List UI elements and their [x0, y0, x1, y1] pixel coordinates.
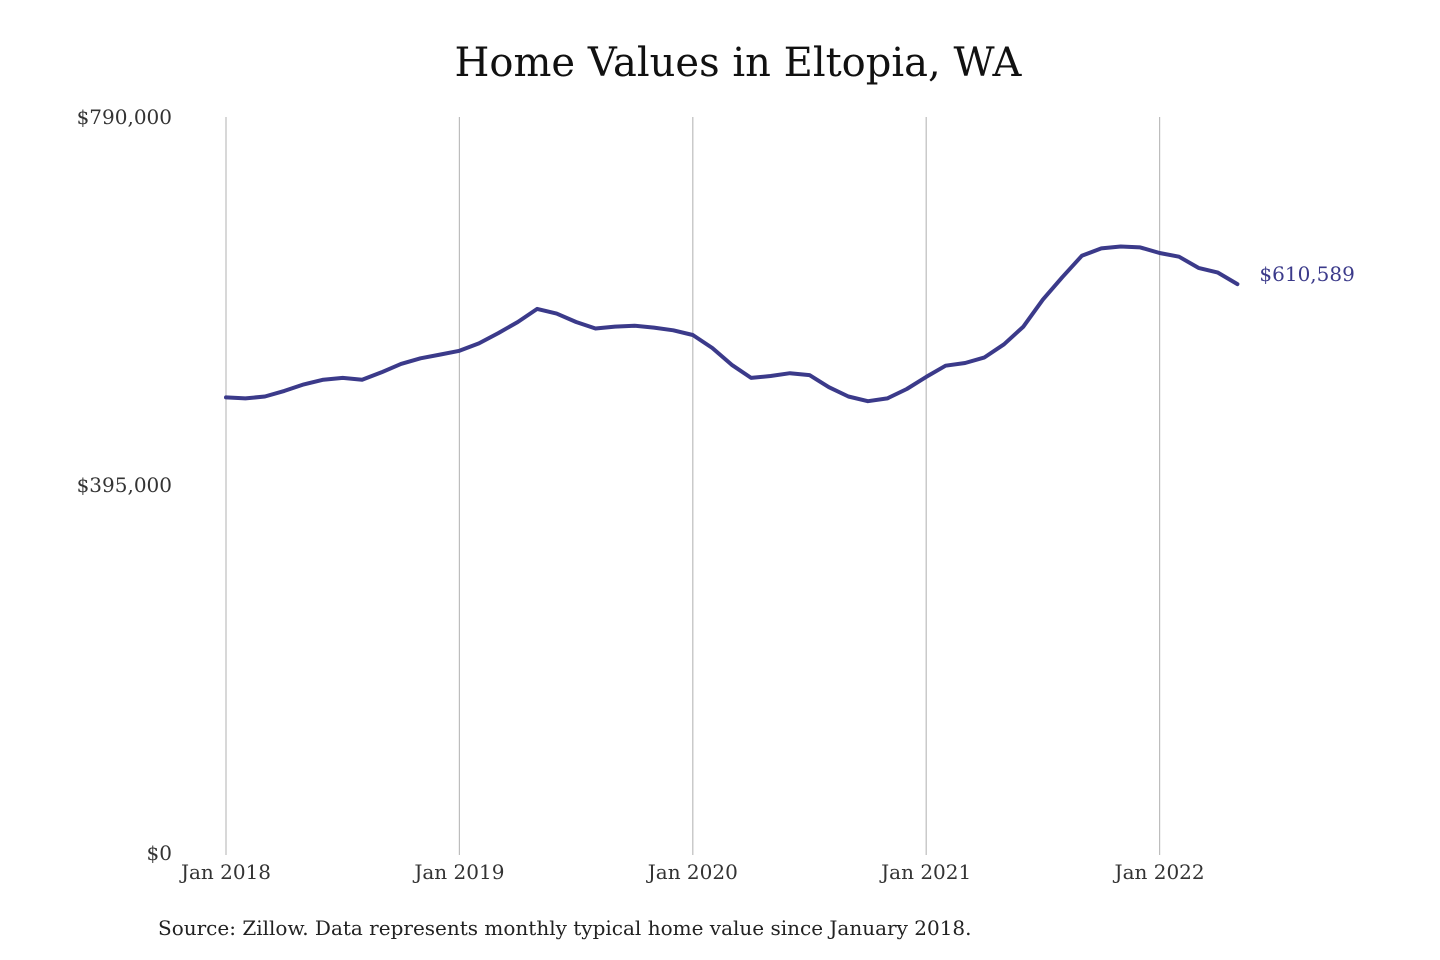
x-tick-label: Jan 2022 [1113, 860, 1205, 884]
end-value-label: $610,589 [1259, 262, 1354, 286]
series-line [224, 244, 1240, 404]
vertical-gridlines [225, 117, 1161, 855]
series-layer [224, 244, 1240, 404]
x-tick-label: Jan 2021 [879, 860, 971, 884]
chart-title: Home Values in Eltopia, WA [454, 40, 1022, 86]
x-tick-label: Jan 2019 [412, 860, 504, 884]
y-tick-label: $0 [147, 841, 172, 865]
y-tick-label: $395,000 [77, 473, 172, 497]
x-tick-label: Jan 2018 [179, 860, 271, 884]
y-tick-label: $790,000 [77, 105, 172, 129]
y-axis: $790,000 $395,000 $0 [77, 105, 172, 865]
data-labels: $610,589 [1259, 262, 1354, 286]
source-note: Source: Zillow. Data represents monthly … [158, 916, 972, 940]
x-tick-label: Jan 2020 [646, 860, 738, 884]
x-axis: Jan 2018 Jan 2019 Jan 2020 Jan 2021 Jan 2022 [179, 860, 1205, 884]
